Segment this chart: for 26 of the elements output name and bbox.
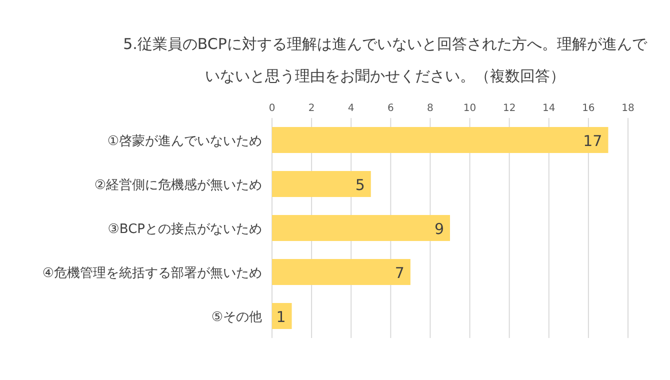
- bar: [272, 303, 292, 329]
- y-tick-label: ④危機管理を統括する部署が無いため: [42, 266, 262, 281]
- bar: [272, 171, 371, 197]
- data-label: 1: [276, 308, 286, 326]
- x-tick-label: 14: [542, 103, 556, 114]
- data-label: 17: [583, 132, 602, 150]
- data-label: 9: [434, 220, 444, 238]
- x-tick-label: 6: [387, 103, 394, 114]
- x-tick-label: 10: [463, 103, 476, 114]
- x-tick-label: 16: [582, 103, 595, 114]
- bar: [272, 259, 410, 285]
- y-tick-label: ①啓蒙が進んでいないため: [107, 134, 262, 149]
- y-tick-label: ②経営側に危機感が無いため: [94, 178, 262, 193]
- x-tick-label: 0: [268, 103, 276, 114]
- bar: [272, 127, 608, 153]
- x-tick-label: 8: [427, 103, 434, 114]
- chart-title: 5.従業員のBCPに対する理解は進んでいないと回答された方へ。理解が進んでいないと思う理由をお聞かせください。（複数回答）: [122, 34, 648, 87]
- x-tick-label: 12: [502, 103, 516, 114]
- y-tick-label: ⑤その他: [211, 310, 262, 325]
- data-label: 5: [355, 176, 365, 194]
- bar: [272, 215, 450, 241]
- x-tick-label: 18: [622, 103, 634, 114]
- y-tick-label: ③BCPとの接点がないため: [108, 222, 262, 237]
- x-tick-label: 4: [348, 103, 354, 114]
- data-label: 7: [394, 264, 404, 282]
- x-tick-label: 2: [308, 103, 315, 114]
